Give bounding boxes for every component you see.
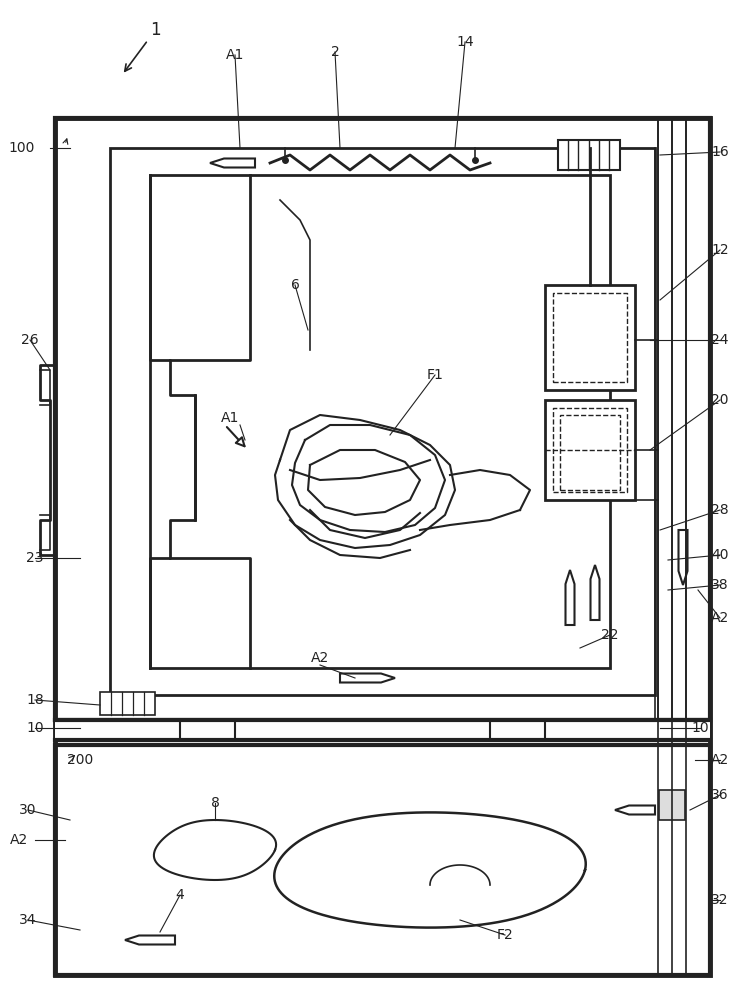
- Text: 12: 12: [711, 243, 729, 257]
- Polygon shape: [679, 530, 688, 585]
- Bar: [150, 175, 610, 668]
- Text: 40: 40: [711, 548, 728, 562]
- Text: 28: 28: [711, 503, 729, 517]
- Polygon shape: [125, 936, 175, 944]
- Text: 34: 34: [19, 913, 37, 927]
- Polygon shape: [565, 570, 574, 625]
- Text: A2: A2: [311, 651, 329, 665]
- Bar: [55, 118, 710, 720]
- Text: 10: 10: [26, 721, 44, 735]
- Polygon shape: [210, 158, 255, 167]
- Text: 14: 14: [456, 35, 473, 49]
- Text: A1: A1: [226, 48, 245, 62]
- Text: 30: 30: [19, 803, 37, 817]
- Text: 36: 36: [711, 788, 729, 802]
- Polygon shape: [591, 565, 599, 620]
- Text: 4: 4: [176, 888, 185, 902]
- Bar: [545, 400, 635, 500]
- Bar: [55, 118, 710, 975]
- Text: 32: 32: [711, 893, 728, 907]
- Bar: [110, 148, 655, 695]
- Bar: [560, 415, 620, 490]
- Text: 23: 23: [26, 551, 44, 565]
- Bar: [100, 692, 155, 715]
- Text: A2: A2: [711, 611, 729, 625]
- Text: 100: 100: [9, 141, 35, 155]
- Text: 2: 2: [330, 45, 339, 59]
- Text: 16: 16: [711, 145, 729, 159]
- Text: A2: A2: [10, 833, 28, 847]
- Bar: [659, 790, 685, 820]
- Polygon shape: [615, 806, 655, 814]
- Text: 22: 22: [601, 628, 619, 642]
- Text: A2: A2: [711, 753, 729, 767]
- Text: 1: 1: [150, 21, 160, 39]
- Text: A1: A1: [221, 411, 239, 425]
- Text: 38: 38: [711, 578, 729, 592]
- Text: 26: 26: [21, 333, 39, 347]
- Text: 6: 6: [290, 278, 299, 292]
- Text: 18: 18: [26, 693, 44, 707]
- Text: 8: 8: [210, 796, 219, 810]
- Bar: [55, 720, 710, 740]
- Text: F2: F2: [496, 928, 514, 942]
- Bar: [490, 720, 545, 740]
- Bar: [545, 285, 635, 390]
- Text: 24: 24: [711, 333, 728, 347]
- Bar: [558, 140, 620, 170]
- Polygon shape: [340, 674, 395, 682]
- Bar: [55, 745, 710, 975]
- Text: 20: 20: [711, 393, 728, 407]
- Text: 200: 200: [67, 753, 93, 767]
- Text: F1: F1: [427, 368, 443, 382]
- Bar: [180, 720, 235, 740]
- Text: 10: 10: [691, 721, 709, 735]
